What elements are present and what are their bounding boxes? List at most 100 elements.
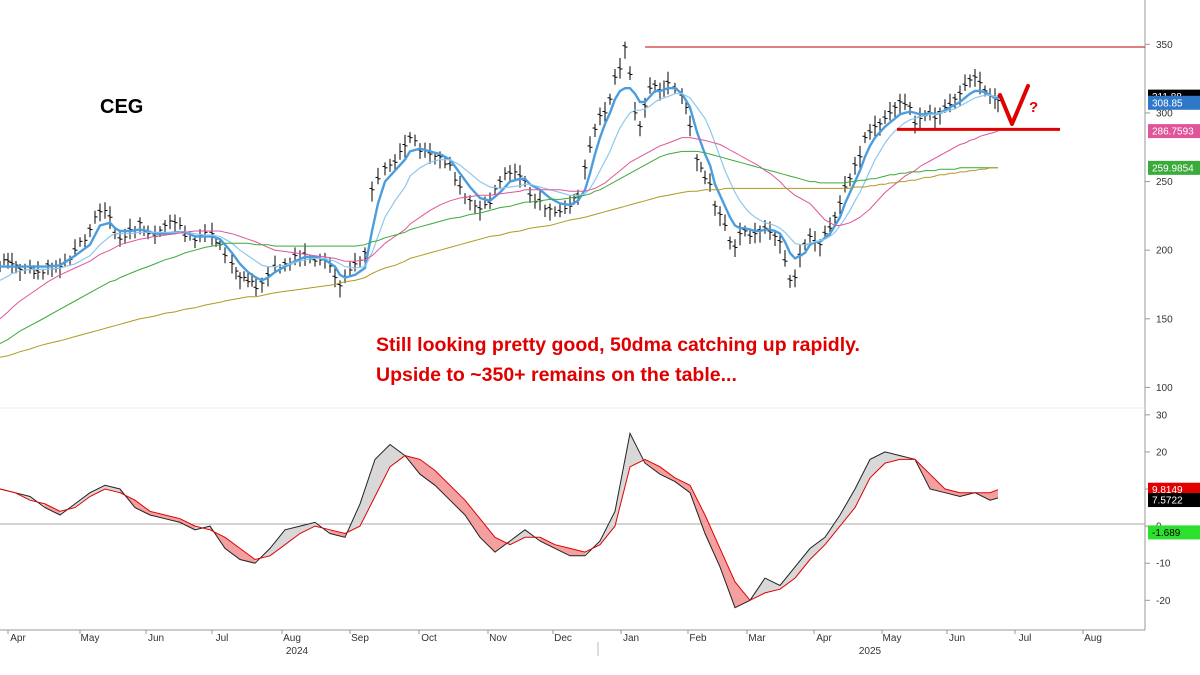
price-tick-label: 150 <box>1156 314 1173 325</box>
oscillator-axis: -20-100 10 20 30 <box>1145 410 1171 607</box>
osc-fill-segment <box>465 500 480 538</box>
osc-fill-segment <box>945 489 960 497</box>
month-label: Jul <box>1019 633 1032 644</box>
osc-fill-segment <box>825 515 840 545</box>
osc-fill-segment <box>180 518 195 530</box>
value-badge-label: -1.689 <box>1152 528 1181 539</box>
osc-fill-segment <box>75 492 90 508</box>
month-label: Jun <box>148 633 164 644</box>
year-label: 2025 <box>859 646 882 657</box>
month-label: Aug <box>283 633 301 644</box>
month-label: Sep <box>351 633 369 644</box>
osc-fill-segment <box>420 459 435 486</box>
osc-fill-segment <box>510 529 525 545</box>
month-label: Dec <box>554 633 572 644</box>
month-label: Feb <box>689 633 707 644</box>
osc-fill-segment <box>735 581 750 608</box>
month-label: Apr <box>10 633 26 644</box>
value-badge <box>1148 525 1200 540</box>
moving-averages <box>0 86 999 358</box>
macd-histogram-area <box>0 433 998 608</box>
osc-fill-segment <box>375 444 390 497</box>
osc-fill-segment <box>540 537 555 549</box>
osc-fill-segment <box>705 515 720 567</box>
month-label: Aug <box>1084 633 1102 644</box>
price-tick-label: 350 <box>1156 40 1173 51</box>
osc-fill-segment <box>165 515 180 523</box>
year-label: 2024 <box>286 646 309 657</box>
value-badge-label: 7.5722 <box>1152 496 1183 507</box>
month-label: Jul <box>216 633 229 644</box>
osc-fill-segment <box>645 459 660 475</box>
month-label: Apr <box>816 633 832 644</box>
macd-lines <box>0 431 999 609</box>
osc-fill-segment <box>675 477 690 493</box>
osc-fill-segment <box>45 503 60 515</box>
month-label: Jun <box>949 633 965 644</box>
osc-fill-segment <box>105 485 120 493</box>
osc-fill-segment <box>495 537 510 553</box>
osc-tick-label: -20 <box>1156 596 1171 607</box>
series-line-ma_200 <box>0 167 998 358</box>
value-badge <box>1148 124 1200 139</box>
osc-fill-segment <box>360 459 375 527</box>
osc-fill-segment <box>270 529 285 556</box>
ticker-label: CEG <box>100 96 144 118</box>
osc-fill-segment <box>810 537 825 560</box>
osc-fill-segment <box>285 526 300 545</box>
month-label: Mar <box>748 633 766 644</box>
osc-fill-segment <box>570 548 585 556</box>
osc-fill-segment <box>795 548 810 579</box>
annotation-line-2: Upside to ~350+ remains on the table... <box>376 364 737 386</box>
osc-fill-segment <box>660 466 675 482</box>
value-badge <box>1148 493 1200 508</box>
price-tick-label: 200 <box>1156 246 1173 257</box>
series-line-ma_100 <box>0 150 998 344</box>
price-tick-label: 250 <box>1156 177 1173 188</box>
annotation-line-1: Still looking pretty good, 50dma catchin… <box>376 334 860 356</box>
osc-fill-segment <box>690 485 705 534</box>
osc-fill-segment <box>615 433 630 527</box>
osc-tick-label: -10 <box>1156 559 1171 570</box>
price-bars <box>0 41 1001 298</box>
signal-line <box>0 455 999 601</box>
osc-fill-segment <box>450 485 465 515</box>
month-label: May <box>81 633 100 644</box>
macd-line <box>0 431 999 609</box>
osc-tick-label: 20 <box>1156 447 1168 458</box>
osc-fill-segment <box>435 470 450 501</box>
value-badge <box>1148 160 1200 175</box>
value-badge-label: 9.8149 <box>1152 485 1183 496</box>
osc-fill-segment <box>870 451 885 478</box>
osc-fill-segment <box>480 518 495 553</box>
osc-fill-segment <box>840 489 855 527</box>
value-badge-label: 308.85 <box>1152 98 1183 109</box>
series-line-ma_slow <box>0 93 998 281</box>
checkmark-glyph <box>998 84 1030 126</box>
time-axis: Apr May Jun Jul Aug Sep Oct Nov Dec Jan Feb Mar Apr M… <box>7 630 1102 657</box>
osc-fill-segment <box>855 459 870 508</box>
price-tick-label: 100 <box>1156 383 1173 394</box>
osc-fill-segment <box>150 511 165 519</box>
osc-fill-segment <box>720 548 735 608</box>
osc-fill-segment <box>135 500 150 515</box>
osc-fill-segment <box>555 544 570 556</box>
osc-fill-segment <box>240 548 255 564</box>
osc-fill-segment <box>225 537 240 560</box>
resistance-lines <box>645 46 1145 131</box>
series-line-ma_50 <box>0 130 999 320</box>
price-axis: 100 150 200 250 300 350 <box>1145 40 1173 394</box>
month-label: Oct <box>421 633 437 644</box>
osc-fill-segment <box>780 566 795 590</box>
osc-fill-segment <box>330 529 345 538</box>
price-tick-label: 300 <box>1156 108 1173 119</box>
osc-fill-segment <box>390 444 405 467</box>
month-label: Nov <box>489 633 507 644</box>
month-label: May <box>883 633 902 644</box>
question-mark-label: ? <box>1029 99 1039 116</box>
month-label: Jan <box>623 633 639 644</box>
series-line-ma_fast <box>0 86 999 282</box>
osc-fill-segment <box>90 485 105 497</box>
